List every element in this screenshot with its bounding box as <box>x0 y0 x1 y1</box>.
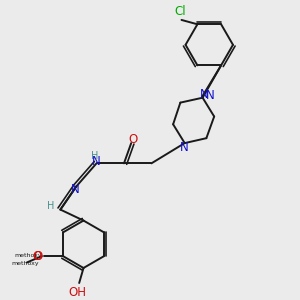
Text: H: H <box>92 151 99 161</box>
Text: O: O <box>34 250 43 262</box>
Text: N: N <box>70 183 79 196</box>
Text: N: N <box>206 89 214 102</box>
Text: H: H <box>47 201 55 211</box>
Text: N: N <box>180 141 188 154</box>
Text: N: N <box>92 155 101 168</box>
Text: methoxy: methoxy <box>14 253 42 258</box>
Text: N: N <box>200 88 208 101</box>
Text: O: O <box>128 133 137 146</box>
Text: OH: OH <box>69 286 87 299</box>
Text: O: O <box>33 250 42 262</box>
Text: Cl: Cl <box>174 4 186 18</box>
Text: methoxy: methoxy <box>12 261 39 266</box>
